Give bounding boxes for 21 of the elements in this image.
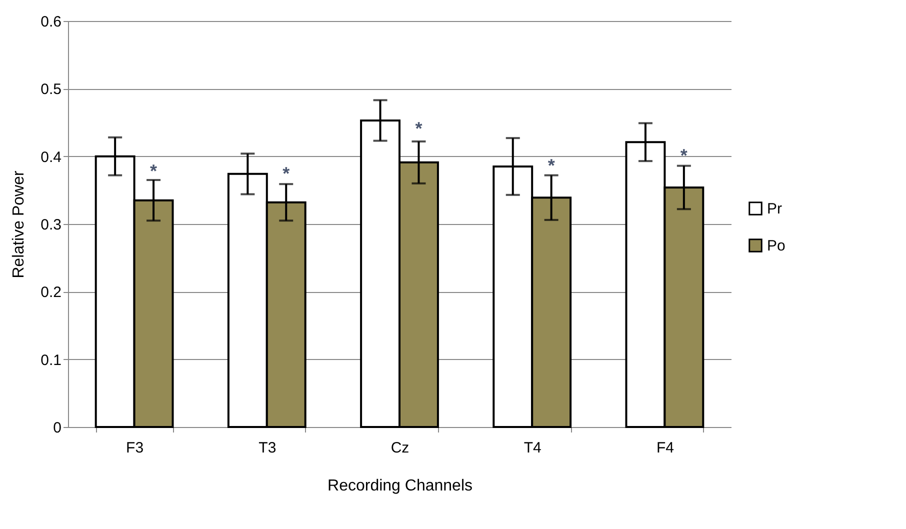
x-tick-label: F3 <box>126 440 144 456</box>
y-tick-label: 0.2 <box>40 284 62 302</box>
y-tick-label: 0.4 <box>40 148 62 166</box>
x-tick-label: F4 <box>656 440 674 456</box>
y-axis-title: Relative Power <box>10 170 28 278</box>
y-tick-label: 0.1 <box>40 352 62 369</box>
x-tick-label: Cz <box>390 440 410 456</box>
legend-label: Po <box>767 238 786 254</box>
y-tick-label: 0.5 <box>40 81 62 98</box>
x-axis-title: Recording Channels <box>328 478 472 494</box>
x-tick-label: T3 <box>258 440 276 456</box>
legend-label: Pr <box>767 200 782 218</box>
y-tick-label: 0.3 <box>40 216 62 234</box>
annotation: * <box>548 155 555 176</box>
y-tick-label: 0.6 <box>40 14 62 30</box>
annotation: * <box>282 164 290 184</box>
x-tick-label: T4 <box>524 440 542 456</box>
annotation: * <box>150 160 158 181</box>
annotation: * <box>415 118 422 138</box>
annotation: * <box>680 145 688 166</box>
y-tick-label: 0 <box>53 420 62 436</box>
